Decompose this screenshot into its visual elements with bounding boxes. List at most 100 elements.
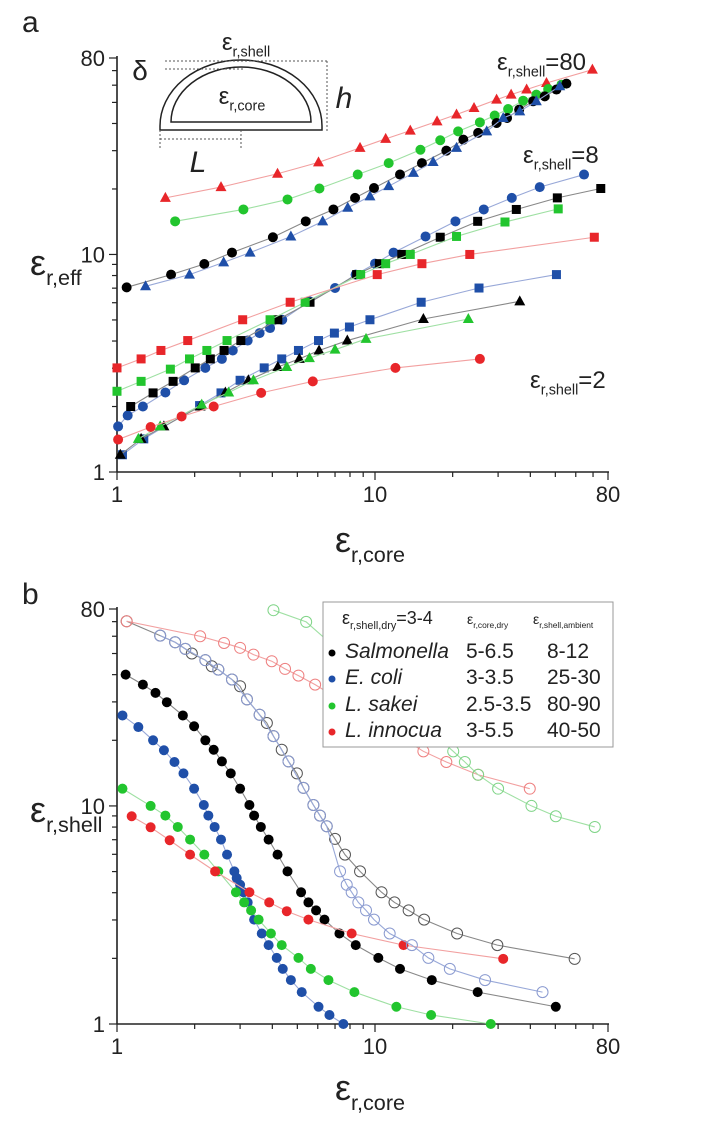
data-point-circle (120, 669, 131, 680)
shell-permittivity-label-subscript: r,shell (508, 65, 546, 81)
data-point-circle (426, 975, 437, 986)
inset-delta-label: δ (132, 55, 148, 86)
legend-shell-ambient-value: 80-90 (547, 693, 601, 716)
data-point-circle (277, 963, 288, 974)
data-point-triangle (451, 141, 463, 152)
data-point-circle (395, 963, 406, 974)
series-l-sakei (117, 783, 496, 1029)
data-point-circle (264, 897, 275, 908)
data-point-circle (160, 387, 171, 398)
legend-core-dry-value: 3-3.5 (466, 666, 514, 689)
data-point-circle (440, 756, 453, 769)
shell-permittivity-label-value: =2 (578, 367, 605, 394)
data-point-triangle (404, 124, 416, 135)
data-point-circle (474, 353, 485, 364)
data-point-circle (185, 834, 196, 845)
shell-permittivity-label: εr,shell=80 (497, 49, 586, 81)
data-point-circle (473, 127, 484, 138)
data-point-triangle (383, 180, 395, 191)
data-point-circle (209, 821, 220, 832)
data-point-square (473, 216, 483, 226)
data-point-circle (506, 192, 517, 203)
data-point-circle (368, 183, 379, 194)
data-point-circle (383, 158, 394, 169)
data-point-circle (293, 952, 304, 963)
data-point-circle (418, 913, 431, 926)
data-point-circle (122, 410, 133, 421)
data-point-square (112, 363, 122, 373)
data-point-square (219, 345, 229, 355)
x-axis-title-subscript: r,core (351, 1090, 405, 1115)
data-point-circle (212, 663, 225, 676)
data-point-circle (303, 897, 314, 908)
data-point-circle (334, 928, 345, 939)
data-point-circle (117, 783, 128, 794)
data-point-triangle (554, 80, 566, 91)
data-point-circle (267, 232, 278, 243)
data-point-circle (161, 697, 172, 708)
legend-marker (328, 675, 336, 683)
fit-line (159, 635, 543, 993)
shell-permittivity-label: εr,shell=8 (523, 142, 599, 174)
data-point-triangle (154, 420, 166, 431)
data-point-triangle (505, 88, 517, 99)
data-point-circle (234, 680, 247, 693)
data-point-triangle (303, 352, 315, 363)
data-point-circle (349, 987, 360, 998)
legend-marker (328, 702, 336, 710)
data-point-circle (263, 834, 274, 845)
data-point-square (216, 388, 226, 398)
series-2 (121, 78, 572, 293)
x-tick-label: 10 (363, 482, 387, 507)
x-axis-title: εr,core (335, 1067, 405, 1115)
data-point-triangle (481, 125, 493, 136)
x-tick-label: 1 (111, 1034, 123, 1059)
legend-col-shell-ambient: εr,shell,ambient (533, 611, 594, 630)
inset-h-label: h (336, 82, 353, 115)
data-point-square (397, 249, 407, 259)
legend-shell-ambient-value: 40-50 (547, 719, 601, 742)
data-point-circle (148, 735, 159, 746)
data-point-circle (435, 135, 446, 146)
data-point-square (168, 376, 178, 386)
data-point-circle (256, 387, 267, 398)
data-point-circle (303, 914, 314, 925)
shell-permittivity-label-subscript: r,shell (541, 383, 579, 399)
fit-line (126, 620, 530, 790)
legend-col-core-dry: εr,core,dry (467, 611, 509, 630)
data-point-square (273, 315, 283, 325)
fit-line (117, 358, 480, 441)
data-point-circle (491, 939, 504, 952)
series-e-coli (117, 710, 349, 1029)
y-axis-title: εr,shell (30, 789, 102, 837)
data-point-square (372, 270, 382, 280)
data-point-triangle (451, 108, 463, 119)
data-point-square (222, 336, 232, 346)
data-point-square (305, 297, 315, 307)
data-point-square (314, 336, 324, 346)
data-point-square (165, 364, 175, 374)
data-point-circle (492, 782, 505, 795)
data-point-square (416, 297, 426, 307)
data-point-circle (458, 756, 471, 769)
data-point-circle (478, 204, 489, 215)
legend-marker (328, 728, 336, 736)
data-point-circle (518, 95, 529, 106)
data-point-circle (222, 849, 233, 860)
data-point-square (136, 376, 146, 386)
data-point-triangle (431, 115, 443, 126)
data-point-square (238, 315, 248, 325)
data-point-square (136, 354, 146, 364)
legend-species-name: E. coli (345, 666, 404, 689)
legend-shell-ambient-value: 8-12 (547, 640, 589, 663)
data-point-circle (194, 630, 207, 643)
legend-header-value: =3-4 (396, 608, 433, 628)
data-point-circle (200, 362, 211, 373)
data-point-square (236, 336, 246, 346)
data-point-square (356, 270, 366, 280)
data-point-circle (133, 722, 144, 733)
data-point-square (205, 354, 215, 364)
data-point-circle (453, 126, 464, 137)
data-point-circle (158, 745, 169, 756)
data-point-square (374, 259, 384, 269)
